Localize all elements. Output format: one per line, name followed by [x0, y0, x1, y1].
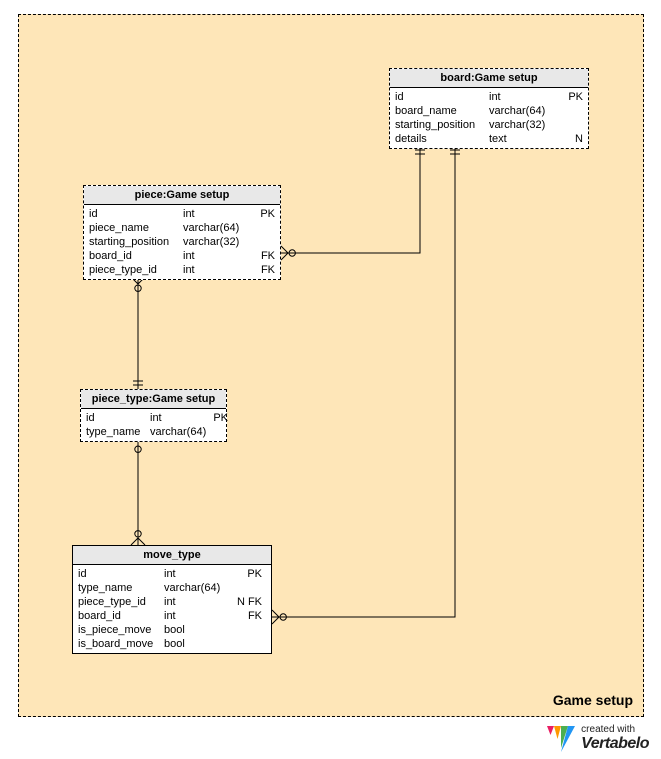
- column-name: starting_position: [89, 235, 183, 249]
- column-row: detailstextN: [390, 132, 588, 146]
- entity-piece_type: piece_type:Game setupidintPKtype_namevar…: [80, 389, 227, 442]
- column-key: N: [559, 132, 583, 146]
- column-type: varchar(64): [150, 425, 212, 439]
- column-type: int: [164, 595, 228, 609]
- column-key: PK: [228, 567, 262, 581]
- column-key: [251, 221, 275, 235]
- region-label: Game setup: [553, 692, 633, 708]
- column-name: type_name: [86, 425, 150, 439]
- column-name: piece_type_id: [78, 595, 164, 609]
- column-row: type_namevarchar(64): [81, 425, 226, 439]
- column-key: PK: [251, 207, 275, 221]
- column-type: int: [183, 249, 251, 263]
- column-type: bool: [164, 637, 228, 651]
- column-name: piece_name: [89, 221, 183, 235]
- column-name: id: [395, 90, 489, 104]
- column-type: int: [183, 263, 251, 277]
- column-key: N FK: [228, 595, 262, 609]
- column-row: idintPK: [84, 207, 280, 221]
- column-name: id: [78, 567, 164, 581]
- column-key: [251, 235, 275, 249]
- vertabelo-logo-icon: [547, 726, 575, 752]
- column-type: int: [164, 609, 228, 623]
- column-row: idintPK: [390, 90, 588, 104]
- column-row: board_idintFK: [84, 249, 280, 263]
- watermark: created with Vertabelo: [547, 724, 649, 753]
- column-name: board_id: [89, 249, 183, 263]
- entity-body: idintPKpiece_namevarchar(64)starting_pos…: [84, 205, 280, 279]
- column-key: FK: [251, 249, 275, 263]
- column-name: board_id: [78, 609, 164, 623]
- column-type: varchar(32): [489, 118, 559, 132]
- column-type: varchar(64): [489, 104, 559, 118]
- column-row: idintPK: [81, 411, 226, 425]
- column-row: idintPK: [73, 567, 271, 581]
- entity-board: board:Game setupidintPKboard_namevarchar…: [389, 68, 589, 149]
- column-key: FK: [228, 609, 262, 623]
- column-type: varchar(64): [183, 221, 251, 235]
- column-row: board_idintFK: [73, 609, 271, 623]
- column-name: is_board_move: [78, 637, 164, 651]
- entity-header: move_type: [73, 546, 271, 565]
- entity-header: board:Game setup: [390, 69, 588, 88]
- column-type: varchar(32): [183, 235, 251, 249]
- column-row: starting_positionvarchar(32): [390, 118, 588, 132]
- column-type: int: [489, 90, 559, 104]
- watermark-brand: Vertabelo: [581, 735, 649, 753]
- column-name: starting_position: [395, 118, 489, 132]
- column-row: type_namevarchar(64): [73, 581, 271, 595]
- column-name: details: [395, 132, 489, 146]
- watermark-small: created with: [581, 724, 649, 735]
- column-name: id: [89, 207, 183, 221]
- column-row: is_piece_movebool: [73, 623, 271, 637]
- column-row: piece_namevarchar(64): [84, 221, 280, 235]
- entity-header: piece_type:Game setup: [81, 390, 226, 409]
- column-name: id: [86, 411, 150, 425]
- column-name: piece_type_id: [89, 263, 183, 277]
- entity-body: idintPKtype_namevarchar(64)piece_type_id…: [73, 565, 271, 653]
- entity-piece: piece:Game setupidintPKpiece_namevarchar…: [83, 185, 281, 280]
- column-name: board_name: [395, 104, 489, 118]
- column-key: [212, 425, 228, 439]
- column-key: [559, 104, 583, 118]
- column-key: FK: [251, 263, 275, 277]
- column-key: [228, 637, 262, 651]
- column-type: int: [164, 567, 228, 581]
- column-key: PK: [212, 411, 228, 425]
- column-row: piece_type_idintN FK: [73, 595, 271, 609]
- entity-move_type: move_typeidintPKtype_namevarchar(64)piec…: [72, 545, 272, 654]
- column-name: is_piece_move: [78, 623, 164, 637]
- column-row: is_board_movebool: [73, 637, 271, 651]
- column-name: type_name: [78, 581, 164, 595]
- column-key: [228, 581, 262, 595]
- column-type: int: [183, 207, 251, 221]
- column-row: starting_positionvarchar(32): [84, 235, 280, 249]
- column-type: varchar(64): [164, 581, 228, 595]
- entity-body: idintPKboard_namevarchar(64)starting_pos…: [390, 88, 588, 148]
- watermark-text: created with Vertabelo: [581, 724, 649, 753]
- column-key: PK: [559, 90, 583, 104]
- column-type: int: [150, 411, 212, 425]
- entity-body: idintPKtype_namevarchar(64): [81, 409, 226, 441]
- column-type: bool: [164, 623, 228, 637]
- entity-header: piece:Game setup: [84, 186, 280, 205]
- column-key: [559, 118, 583, 132]
- column-row: piece_type_idintFK: [84, 263, 280, 277]
- column-type: text: [489, 132, 559, 146]
- column-row: board_namevarchar(64): [390, 104, 588, 118]
- column-key: [228, 623, 262, 637]
